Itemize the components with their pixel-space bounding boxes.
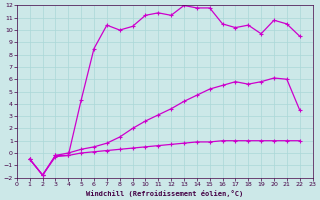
X-axis label: Windchill (Refroidissement éolien,°C): Windchill (Refroidissement éolien,°C) [86, 190, 243, 197]
